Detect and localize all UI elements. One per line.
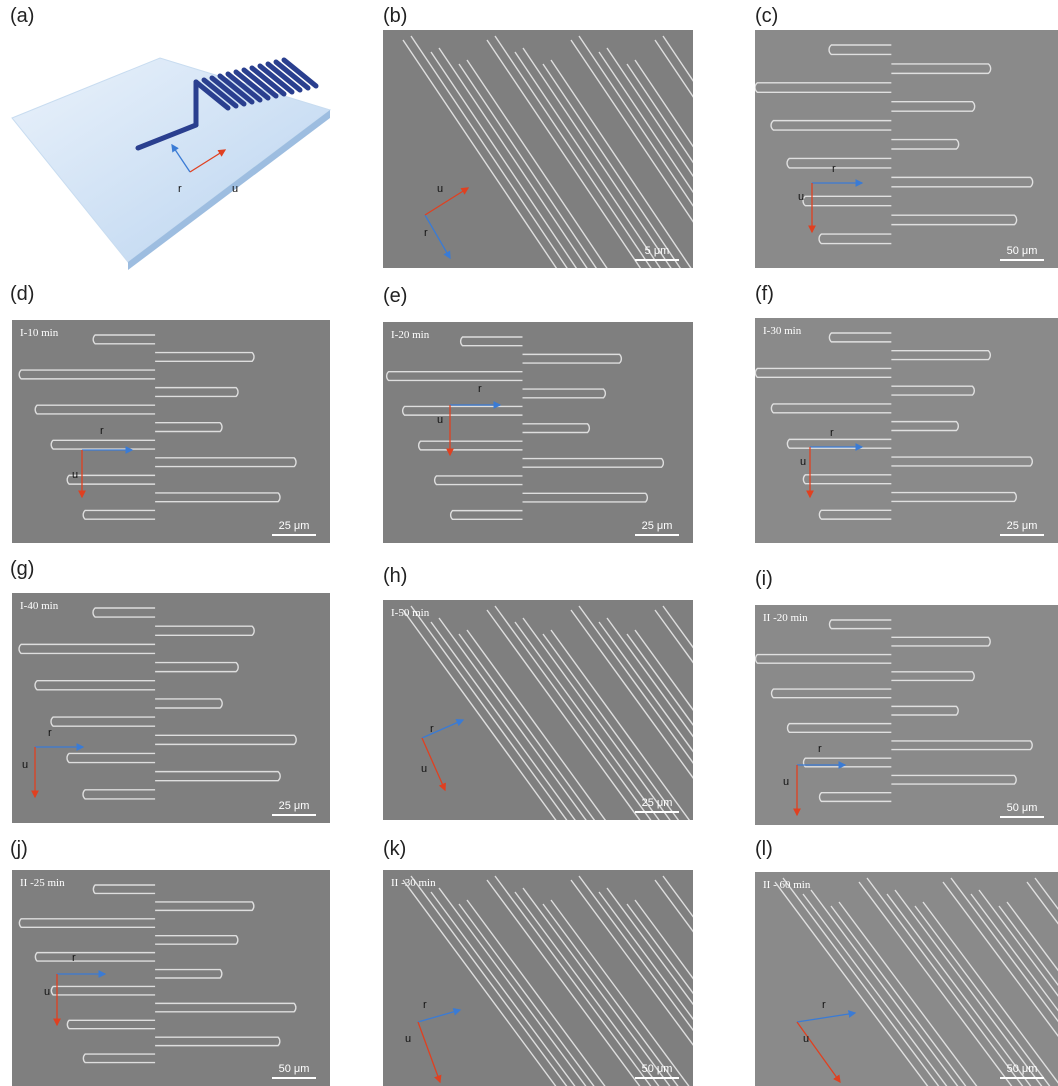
scale-label: 25 μm	[279, 800, 310, 812]
panel-label: (g)	[10, 558, 34, 580]
r-label: r	[832, 163, 836, 175]
scale-label: 25 μm	[642, 520, 673, 532]
u-label: u	[437, 414, 443, 426]
panel-label: (i)	[755, 568, 773, 590]
time-label: I-30 min	[763, 325, 802, 337]
micrograph	[12, 320, 330, 543]
u-label: u	[798, 191, 804, 203]
micrograph	[755, 605, 1058, 825]
u-label: u	[800, 456, 806, 468]
time-label: I-50 min	[391, 607, 430, 619]
micrograph	[755, 30, 1058, 268]
figure: (a) r u (b) 5 μm r u (c) 50 μm r u (d) I-10 min 25 μm…	[0, 0, 1058, 1086]
r-label: r	[424, 227, 428, 239]
u-label: u	[783, 776, 789, 788]
micrograph	[755, 318, 1058, 543]
time-label: I-40 min	[20, 600, 59, 612]
panel-label: (a)	[10, 5, 34, 27]
r-label: r	[430, 723, 434, 735]
u-label: u	[405, 1033, 411, 1045]
scale-label: 25 μm	[1007, 520, 1038, 532]
scale-label: 5 μm	[645, 245, 670, 257]
scale-label: 50 μm	[279, 1063, 310, 1075]
r-label: r	[72, 952, 76, 964]
panel-label: (d)	[10, 283, 34, 305]
u-label: u	[72, 469, 78, 481]
panel-label: (l)	[755, 838, 773, 860]
time-label: II -25 min	[20, 877, 65, 889]
r-label: r	[818, 743, 822, 755]
scale-label: 25 μm	[642, 797, 673, 809]
u-label: u	[22, 759, 28, 771]
scale-label: 50 μm	[1007, 245, 1038, 257]
micrograph	[12, 870, 330, 1086]
panel-label: (f)	[755, 283, 774, 305]
panel-label: (j)	[10, 838, 28, 860]
r-label: r	[48, 727, 52, 739]
r-label: r	[478, 383, 482, 395]
micrograph	[755, 872, 1058, 1086]
image-background	[755, 872, 1058, 1086]
u-label: u	[421, 763, 427, 775]
u-label: u	[437, 183, 443, 195]
panel-label: (k)	[383, 838, 406, 860]
panel-label: (h)	[383, 565, 407, 587]
scale-label: 50 μm	[642, 1063, 673, 1075]
panel-a-render	[12, 58, 330, 270]
panel-label: (e)	[383, 285, 407, 307]
r-label: r	[178, 183, 182, 195]
time-label: II -20 min	[763, 612, 808, 624]
micrograph	[12, 593, 330, 823]
u-label: u	[803, 1033, 809, 1045]
time-label: II -30 min	[391, 877, 436, 889]
r-label: r	[830, 427, 834, 439]
scale-label: 50 μm	[1007, 802, 1038, 814]
u-label: u	[232, 183, 238, 195]
scale-label: 50 μm	[1007, 1063, 1038, 1075]
time-label: I-10 min	[20, 327, 59, 339]
time-label: II - 60 min	[763, 879, 811, 891]
panel-label: (b)	[383, 5, 407, 27]
r-label: r	[822, 999, 826, 1011]
panel-label: (c)	[755, 5, 778, 27]
time-label: I-20 min	[391, 329, 430, 341]
r-label: r	[100, 425, 104, 437]
u-label: u	[44, 986, 50, 998]
micrograph	[383, 322, 693, 543]
scale-label: 25 μm	[279, 520, 310, 532]
r-label: r	[423, 999, 427, 1011]
